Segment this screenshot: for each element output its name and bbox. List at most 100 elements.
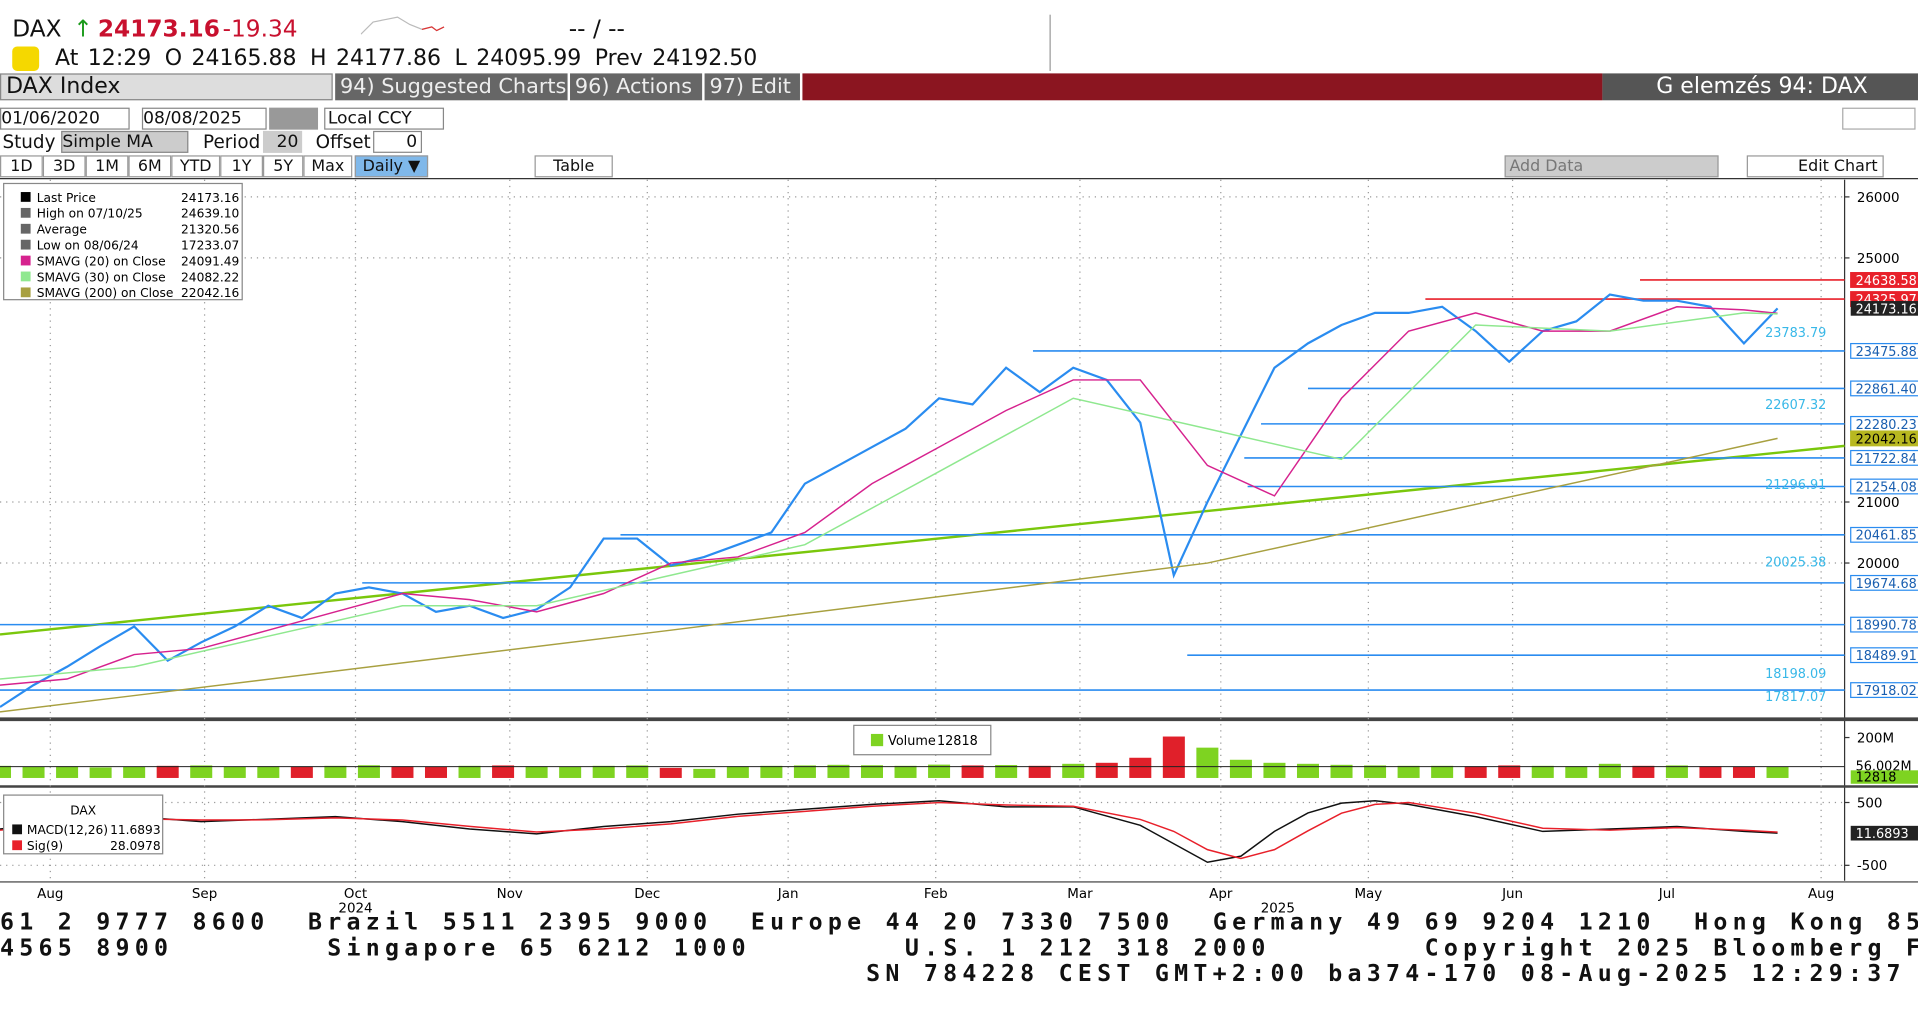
range-button[interactable]: 1Y xyxy=(220,155,263,178)
offset-input[interactable]: 0 xyxy=(373,130,423,153)
start-date[interactable]: 01/06/2020 xyxy=(0,107,130,130)
range-button[interactable]: Max xyxy=(303,155,353,178)
y-tick-label: -500 xyxy=(1857,859,1888,874)
legend-value: 22042.16 xyxy=(181,286,239,300)
x-tick-label: Feb xyxy=(924,887,948,902)
offset-label: Offset xyxy=(315,130,371,153)
volume-bar xyxy=(659,767,682,778)
volume-bar xyxy=(1431,765,1454,778)
year-label: 2024 xyxy=(338,902,372,917)
volume-bar xyxy=(1665,765,1688,778)
quote-field: H 24177.86 xyxy=(310,45,442,71)
quote-field: Prev 24192.50 xyxy=(594,45,758,71)
legend-name: Average xyxy=(37,223,87,237)
y-tick-label: 200M xyxy=(1857,731,1894,746)
legend-value: 24091.49 xyxy=(181,254,239,268)
volume-bar xyxy=(1095,762,1118,778)
series-line xyxy=(0,293,1779,708)
menu[interactable]: 94) Suggested Charts xyxy=(335,73,568,101)
last-label-box xyxy=(1850,825,1918,841)
legend-box xyxy=(3,794,164,855)
volume-bar xyxy=(22,766,45,778)
volume-bar xyxy=(894,765,917,778)
period-text: 20 xyxy=(276,132,299,152)
x-tick-label: Mar xyxy=(1067,887,1093,902)
security-text: DAX Index xyxy=(6,73,121,100)
range-button[interactable]: 1M xyxy=(85,155,129,178)
legend-value: 24639.10 xyxy=(181,207,239,221)
level-label: 21254.08 xyxy=(1856,480,1917,495)
range-button[interactable]: YTD xyxy=(171,155,221,178)
frequency[interactable]: Daily ▼ xyxy=(354,155,429,178)
quote-field: At 12:29 xyxy=(55,45,152,71)
x-tick-label: Sep xyxy=(192,887,217,902)
level-label-box xyxy=(1850,647,1918,664)
undo-redo[interactable] xyxy=(1842,107,1916,130)
study-label: Study xyxy=(2,130,56,153)
volume-bar xyxy=(1196,747,1219,778)
series-line xyxy=(0,437,1778,713)
price-change: -19.34 xyxy=(222,15,298,43)
edit-chart-text: Edit Chart xyxy=(1798,157,1878,177)
series-line xyxy=(0,801,1778,860)
volume-bar xyxy=(626,765,649,778)
range-button[interactable]: 1D xyxy=(0,155,43,178)
currency[interactable]: Local CCY xyxy=(324,107,445,130)
footer-line: 61 2 9777 8600 Brazil 5511 2395 9000 Eur… xyxy=(0,908,1918,936)
volume-bar xyxy=(1766,766,1789,778)
volume-bar xyxy=(1531,765,1554,778)
year-label: 2025 xyxy=(1261,902,1295,917)
level-note: 21296.91 xyxy=(1765,478,1826,493)
period-label: Period xyxy=(203,130,261,153)
study-text: Simple MA xyxy=(62,132,153,152)
offset-text: 0 xyxy=(406,132,418,152)
level-label: 20461.85 xyxy=(1856,529,1917,544)
level-label: 17918.02 xyxy=(1856,684,1917,699)
range-button[interactable]: 3D xyxy=(42,155,86,178)
volume-bar xyxy=(760,765,783,778)
nav-arrows[interactable] xyxy=(269,107,319,130)
title-band xyxy=(802,73,1603,101)
security-field[interactable]: DAX Index xyxy=(0,73,333,101)
x-tick-label: Jun xyxy=(1501,887,1523,902)
legend-swatch xyxy=(20,192,31,202)
volume-bar xyxy=(190,765,213,778)
ticker: DAX xyxy=(12,15,62,43)
period-input[interactable]: 20 xyxy=(262,130,303,153)
menu[interactable]: 97) Edit xyxy=(704,73,800,101)
volume-bar xyxy=(257,766,280,778)
launchpad-title[interactable]: G elemzés 94: DAX chart xyxy=(1602,73,1918,126)
legend-swatch xyxy=(20,223,31,234)
volume-bar xyxy=(693,768,716,778)
x-tick-label: Apr xyxy=(1209,887,1233,902)
volume-bar xyxy=(1699,766,1722,778)
range-button[interactable]: 5Y xyxy=(262,155,304,178)
study-select[interactable]: Simple MA xyxy=(61,130,189,153)
end-date[interactable]: 08/08/2025 xyxy=(141,107,267,130)
level-label-box xyxy=(1850,380,1918,397)
level-label-box xyxy=(1850,616,1918,633)
last-volume-box xyxy=(1850,770,1918,784)
volume-bar xyxy=(1330,764,1353,778)
volume-bar xyxy=(223,766,246,778)
range-button[interactable]: 6M xyxy=(128,155,172,178)
legend-swatch xyxy=(20,271,31,282)
menu[interactable]: 96) Actions xyxy=(570,73,703,101)
level-label-box xyxy=(1850,682,1918,699)
level-note: 17817.07 xyxy=(1765,690,1826,705)
volume-bar xyxy=(1598,763,1621,778)
legend-name: High on 07/10/25 xyxy=(37,207,143,221)
quote-line: At 12:29 O 24165.88 H 24177.86 L 24095.99 Pr… xyxy=(55,45,771,71)
volume-bar xyxy=(559,766,582,778)
legend-value: 24173.16 xyxy=(181,191,239,205)
legend-value: 21320.56 xyxy=(181,223,239,237)
currency-text: Local CCY xyxy=(327,108,412,129)
last-label-box xyxy=(1850,301,1918,316)
volume-bar xyxy=(1162,736,1185,778)
edit-chart[interactable]: Edit Chart xyxy=(1746,155,1884,178)
volume-bar xyxy=(492,765,515,778)
clock-icon[interactable] xyxy=(12,46,40,71)
level-label: 18990.78 xyxy=(1856,619,1917,634)
add-data[interactable]: Add Data xyxy=(1504,155,1719,178)
table-button[interactable]: Table xyxy=(534,155,613,178)
